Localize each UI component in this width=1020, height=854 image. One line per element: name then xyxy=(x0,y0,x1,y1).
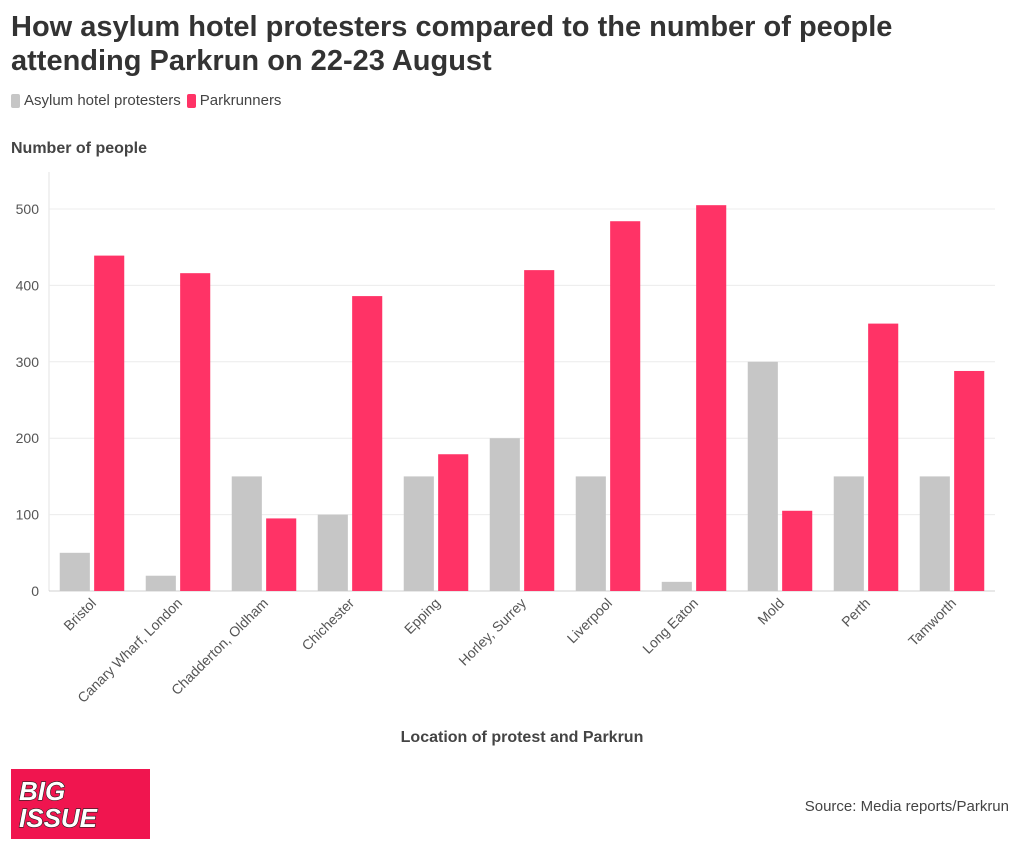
legend-label-parkrunners: Parkrunners xyxy=(199,92,282,109)
y-tick-label-0: 0 xyxy=(31,583,39,599)
x-tick-label-long-eaton: Long Eaton xyxy=(639,595,701,657)
bar-parkrunners-canary-wharf-london xyxy=(180,273,211,591)
y-axis-label: Number of people xyxy=(11,140,147,157)
bar-protesters-mold xyxy=(747,361,778,591)
x-axis-label: Location of protest and Parkrun xyxy=(401,729,644,746)
legend-swatch-parkrunners xyxy=(186,93,196,108)
x-tick-label-perth: Perth xyxy=(838,595,873,630)
bar-protesters-bristol xyxy=(59,552,90,591)
source-note: Source: Media reports/Parkrun xyxy=(804,798,1009,815)
x-tick-label-horley-surrey: Horley, Surrey xyxy=(455,595,529,669)
bar-protesters-canary-wharf-london xyxy=(145,575,176,591)
y-tick-label-500: 500 xyxy=(16,201,40,217)
legend-label-protesters: Asylum hotel protesters xyxy=(24,92,181,109)
bar-protesters-perth xyxy=(833,476,864,591)
bar-parkrunners-tamworth xyxy=(954,370,985,591)
legend: Asylum hotel protesters Parkrunners xyxy=(11,92,287,109)
chart-title: How asylum hotel protesters compared to … xyxy=(11,11,893,77)
y-tick-label-400: 400 xyxy=(16,277,40,293)
x-tick-label-tamworth: Tamworth xyxy=(905,595,959,649)
bar-chart: Number of people 0 100 200 300 400 500 Bristol C… xyxy=(11,140,995,746)
bar-parkrunners-bristol xyxy=(94,255,125,591)
bar-parkrunners-liverpool xyxy=(610,221,641,591)
x-tick-label-liverpool: Liverpool xyxy=(564,595,615,646)
bar-parkrunners-horley-surrey xyxy=(524,270,555,591)
logo-line-2: ISSUE xyxy=(19,803,98,833)
bar-protesters-tamworth xyxy=(919,476,950,591)
x-tick-label-chadderton-oldham: Chadderton, Oldham xyxy=(168,595,271,698)
bar-parkrunners-chadderton-oldham xyxy=(266,518,297,591)
bar-parkrunners-mold xyxy=(782,510,813,591)
y-tick-label-300: 300 xyxy=(16,354,40,370)
bar-parkrunners-perth xyxy=(868,323,899,591)
bar-parkrunners-epping xyxy=(438,454,469,591)
bar-protesters-chadderton-oldham xyxy=(231,476,262,591)
x-tick-label-mold: Mold xyxy=(754,595,787,628)
bar-parkrunners-chichester xyxy=(352,296,383,591)
y-tick-label-200: 200 xyxy=(16,430,40,446)
x-tick-label-bristol: Bristol xyxy=(60,595,99,634)
x-tick-label-epping: Epping xyxy=(401,595,443,637)
big-issue-logo: BIG ISSUE xyxy=(11,769,150,839)
bar-parkrunners-long-eaton xyxy=(696,205,727,591)
bar-protesters-liverpool xyxy=(575,476,606,591)
bar-protesters-horley-surrey xyxy=(489,438,520,591)
y-tick-label-100: 100 xyxy=(16,507,40,523)
bar-protesters-epping xyxy=(403,476,434,591)
legend-swatch-protesters xyxy=(11,93,20,108)
legend-item-parkrunners[interactable]: Parkrunners xyxy=(186,92,282,109)
bar-protesters-long-eaton xyxy=(661,581,692,591)
legend-item-protesters[interactable]: Asylum hotel protesters xyxy=(11,92,181,109)
x-tick-label-chichester: Chichester xyxy=(298,595,357,654)
bar-protesters-chichester xyxy=(317,514,348,591)
logo-line-1: BIG xyxy=(19,776,65,806)
